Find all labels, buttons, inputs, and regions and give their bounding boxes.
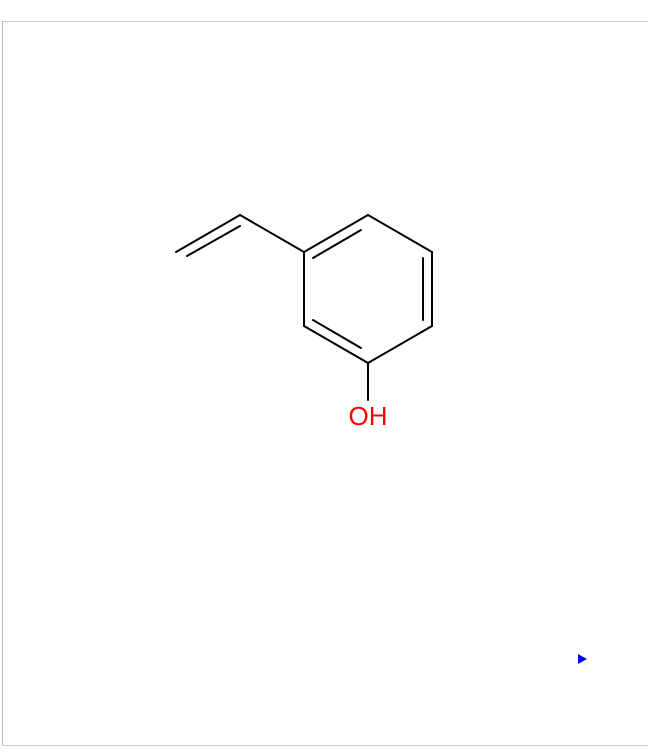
bond — [313, 230, 361, 258]
canvas-frame: OH — [0, 0, 651, 756]
bond — [304, 215, 368, 252]
bond — [368, 215, 432, 252]
bond — [368, 326, 432, 363]
bond — [304, 326, 368, 363]
molecule-diagram: OH — [0, 0, 651, 756]
bond — [176, 215, 240, 252]
bond — [313, 320, 361, 348]
bond — [240, 215, 304, 252]
atom-label-oh: OH — [349, 401, 388, 431]
play-icon[interactable] — [577, 653, 589, 665]
